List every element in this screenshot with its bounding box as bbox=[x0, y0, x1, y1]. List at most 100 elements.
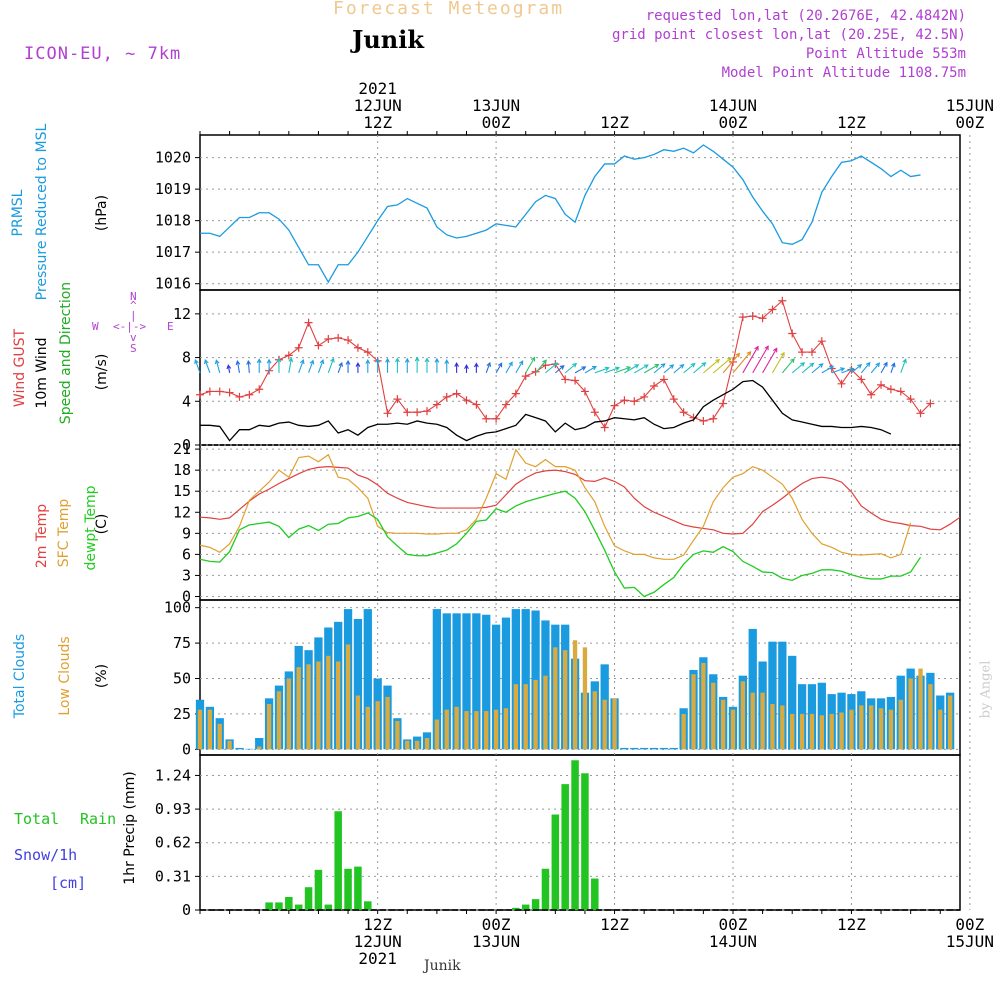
y-tick-label: 12 bbox=[173, 305, 191, 323]
meteogram-title: Forecast Meteogram bbox=[333, 0, 565, 19]
gust-marker bbox=[324, 334, 333, 343]
bottom-time-label-3-1: 14JUN bbox=[709, 932, 757, 951]
y-tick-label: 3 bbox=[182, 566, 191, 584]
wind-direction-arrow bbox=[256, 358, 262, 373]
y-tick-label: 50 bbox=[173, 670, 191, 688]
gust-marker bbox=[284, 351, 293, 360]
low-cloud-bar bbox=[602, 699, 607, 750]
wind-direction-arrow bbox=[673, 363, 685, 374]
compass-north: N bbox=[130, 290, 137, 303]
low-cloud-bar bbox=[207, 709, 213, 750]
top-time-label-5-1: 00Z bbox=[955, 113, 984, 132]
gust-marker bbox=[926, 399, 935, 408]
rain-bar bbox=[541, 868, 550, 910]
rain-bar bbox=[591, 878, 599, 910]
gust-marker bbox=[472, 400, 481, 409]
rain-bar bbox=[571, 760, 579, 910]
low-cloud-bar bbox=[898, 699, 903, 750]
wind-direction-arrow bbox=[545, 362, 559, 374]
low-cloud-bar bbox=[849, 709, 854, 750]
wind-direction-arrow bbox=[732, 350, 752, 374]
bottom-time-label-5-0: 00Z bbox=[955, 915, 984, 934]
compass-west: W bbox=[92, 320, 99, 333]
low-cloud-bar bbox=[493, 709, 499, 750]
wind-direction-arrow bbox=[495, 362, 503, 374]
wind-direction-arrow bbox=[385, 357, 390, 373]
low-cloud-bar bbox=[730, 709, 736, 750]
panel-frame-0 bbox=[199, 134, 961, 291]
low-cloud-bar bbox=[484, 711, 489, 750]
low-cloud-bar bbox=[197, 709, 203, 750]
bottom-time-label-0-1: 12JUN bbox=[354, 932, 402, 951]
low-cloud-bar bbox=[395, 721, 400, 750]
y-tick-label: 4 bbox=[182, 392, 191, 410]
low-cloud-bar bbox=[454, 706, 459, 750]
gust-marker bbox=[304, 318, 313, 327]
gust-marker bbox=[363, 348, 372, 357]
wind-direction-arrow bbox=[870, 362, 881, 374]
wind-direction-arrow bbox=[683, 362, 696, 374]
low-cloud-bar bbox=[947, 695, 953, 750]
rain-bar bbox=[344, 868, 352, 910]
wind-direction-arrow bbox=[791, 362, 806, 374]
wind-direction-arrow bbox=[327, 357, 335, 374]
wind-direction-arrow bbox=[214, 359, 221, 374]
grid-point-info: grid point closest lon,lat (20.25E, 42.5… bbox=[611, 27, 966, 43]
compass-bar-mid: | bbox=[130, 309, 137, 322]
gust-marker bbox=[630, 397, 639, 406]
gust-marker bbox=[314, 341, 323, 350]
y-tick-label: 1019 bbox=[155, 180, 191, 198]
gust-marker bbox=[837, 379, 846, 388]
gust-marker bbox=[600, 423, 609, 432]
wind-direction-arrow bbox=[515, 360, 524, 374]
total-cloud-bar bbox=[640, 747, 649, 750]
wind-direction-arrow bbox=[811, 363, 824, 374]
low-cloud-bar bbox=[918, 668, 923, 750]
gust-marker bbox=[521, 372, 530, 381]
location-title: Junik bbox=[352, 25, 424, 54]
total-cloud-bar bbox=[432, 609, 442, 750]
wind-direction-arrow bbox=[703, 358, 721, 374]
wind-direction-arrow bbox=[554, 365, 565, 374]
wind-direction-arrow bbox=[276, 357, 282, 373]
bottom-time-label-0-2: 2021 bbox=[358, 949, 397, 968]
gust-marker bbox=[817, 337, 826, 346]
low-cloud-bar bbox=[572, 640, 578, 750]
low-cloud-bar bbox=[533, 679, 538, 750]
gust-marker bbox=[669, 395, 678, 404]
total-cloud-bar bbox=[778, 641, 787, 750]
wind-direction-arrow bbox=[634, 364, 649, 374]
rain-bar bbox=[364, 901, 372, 910]
wind-direction-arrow bbox=[505, 361, 513, 374]
gust-marker bbox=[432, 400, 441, 409]
top-time-label-0-1: 12JUN bbox=[354, 96, 402, 115]
gust-marker bbox=[492, 414, 501, 423]
gust-marker bbox=[620, 396, 629, 405]
gust-marker bbox=[531, 367, 540, 376]
gust-marker bbox=[245, 390, 254, 399]
low-cloud-bar bbox=[711, 682, 716, 750]
gust-marker bbox=[235, 392, 244, 401]
low-cloud-bar bbox=[582, 647, 588, 750]
low-cloud-bar bbox=[434, 719, 440, 750]
wind-direction-arrow bbox=[535, 359, 547, 374]
gust-marker bbox=[768, 305, 777, 314]
low-cloud-bar bbox=[868, 705, 874, 750]
low-cloud-bar bbox=[385, 696, 390, 750]
low-cloud-bar bbox=[691, 674, 696, 750]
wind-direction-arrow bbox=[485, 361, 492, 374]
rain-bar bbox=[314, 869, 323, 910]
gust-marker bbox=[867, 390, 876, 399]
low-cloud-bar bbox=[888, 709, 894, 750]
gust-marker bbox=[590, 408, 599, 417]
wind-direction-arrow bbox=[693, 362, 707, 374]
requested-point-info: requested lon,lat (20.2676E, 42.4842N) bbox=[645, 8, 966, 24]
low-cloud-bar bbox=[227, 740, 232, 750]
wind-direction-arrow bbox=[624, 364, 640, 374]
wind-direction-arrow bbox=[345, 359, 351, 373]
low-cloud-bar bbox=[938, 709, 943, 750]
y-tick-label: 75 bbox=[173, 634, 191, 652]
gust-marker bbox=[413, 408, 422, 417]
gust-marker bbox=[738, 313, 747, 322]
low-cloud-bar bbox=[780, 705, 785, 750]
